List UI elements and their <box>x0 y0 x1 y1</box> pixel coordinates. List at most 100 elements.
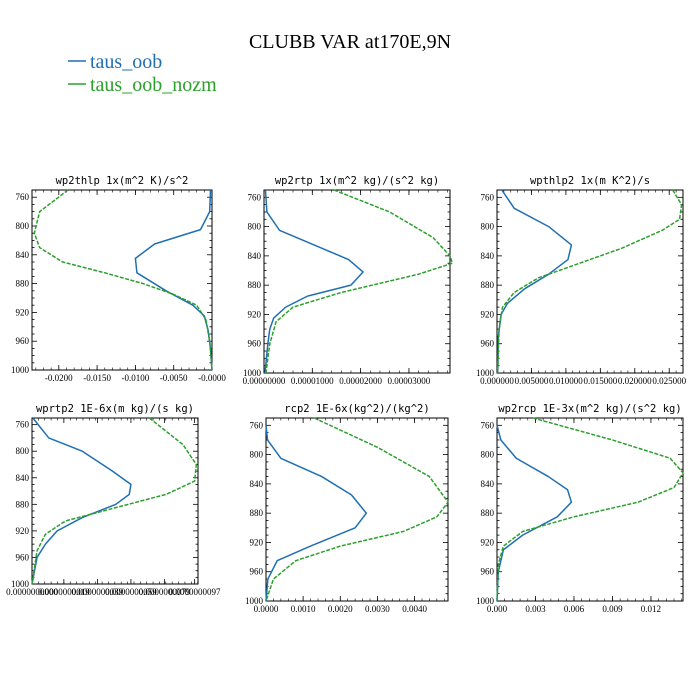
y-tick-label: 1000 <box>11 365 30 375</box>
x-tick-label: 0.020000 <box>618 376 652 386</box>
y-tick-label: 800 <box>481 222 495 232</box>
series-line-taus-oob-nozm <box>265 189 454 374</box>
series-line-taus-oob-nozm <box>33 189 213 371</box>
series-line-taus-oob-nozm <box>265 417 449 602</box>
y-tick-label: 760 <box>16 420 30 430</box>
y-tick-label: 1000 <box>11 579 30 589</box>
x-tick-label: 0.00001000 <box>291 376 334 386</box>
y-tick-label: 800 <box>250 450 264 460</box>
plot-frame <box>263 189 451 374</box>
x-tick-label: -0.0050 <box>160 373 188 383</box>
x-tick-label: 0.0040 <box>402 604 427 614</box>
panel-title: rcp2 1E-6x(kg^2)/(kg^2) <box>284 403 429 415</box>
x-tick-label: -0.0100 <box>122 373 150 383</box>
y-tick-label: 1000 <box>245 596 264 606</box>
y-tick-label: 760 <box>250 420 264 430</box>
y-tick-label: 920 <box>16 526 30 536</box>
y-tick-label: 760 <box>481 420 495 430</box>
x-tick-label: 0.00000000 <box>243 376 286 386</box>
y-tick-label: 800 <box>248 222 262 232</box>
x-tick-label: 0.00002000 <box>339 376 382 386</box>
y-tick-label: 1000 <box>243 368 262 378</box>
y-tick-label: 880 <box>481 280 495 290</box>
x-tick-label: 0.0000000019 <box>38 587 90 597</box>
y-tick-label: 760 <box>481 192 495 202</box>
x-tick-label: 0.0020 <box>328 604 353 614</box>
y-tick-label: 1000 <box>476 596 495 606</box>
y-tick-label: 760 <box>16 192 30 202</box>
x-tick-label: 0.0030 <box>365 604 390 614</box>
x-tick-label: 0.003 <box>525 604 546 614</box>
x-tick-label: 0.006 <box>564 604 585 614</box>
x-tick-label: 0.005000 <box>515 376 549 386</box>
series-line-taus-oob <box>496 189 573 374</box>
y-tick-label: 880 <box>16 499 30 509</box>
y-tick-label: 880 <box>16 279 30 289</box>
panel-1: wp2thlp 1x(m^2 K)/s^2 760 800 840 880 920 960 1… <box>11 175 226 383</box>
x-tick-label: 0.0000000059 <box>105 587 157 597</box>
y-tick-label: 1000 <box>476 368 495 378</box>
x-tick-label: 0.0000000079 <box>139 587 191 597</box>
panel-4: wprtp2 1E-6x(m kg)/(s kg) 760 800 840 880 920… <box>6 403 221 597</box>
y-tick-label: 800 <box>16 446 30 456</box>
x-tick-label: 0.0000000000 <box>6 587 58 597</box>
y-tick-label: 840 <box>481 479 495 489</box>
legend-label-taus-oob: taus_oob <box>90 51 162 73</box>
y-tick-label: 800 <box>481 450 495 460</box>
plot-frame <box>265 417 449 602</box>
x-tick-label: -0.0150 <box>83 373 111 383</box>
legend: taus_oob taus_oob_nozm <box>68 51 217 96</box>
panel-5: rcp2 1E-6x(kg^2)/(kg^2) 760 800 840 880 920 96… <box>245 403 449 614</box>
series-line-taus-oob <box>134 189 213 371</box>
x-tick-label: 0.0000000039 <box>72 587 124 597</box>
plot-frame <box>496 189 684 374</box>
y-tick-label: 840 <box>250 479 264 489</box>
x-tick-label: 0.00003000 <box>388 376 431 386</box>
series-line-taus-oob <box>496 425 573 602</box>
x-tick-label: 0.015000 <box>583 376 617 386</box>
panel-title: wprtp2 1E-6x(m kg)/(s kg) <box>36 403 194 415</box>
plot-frame <box>31 189 213 371</box>
plot-frame <box>31 417 199 585</box>
y-tick-label: 960 <box>16 336 30 346</box>
y-tick-label: 920 <box>248 309 262 319</box>
x-tick-label: 0.025000 <box>652 376 686 386</box>
panel-title: wp2rcp 1E-3x(m^2 kg)/(s^2 kg) <box>498 403 681 415</box>
y-tick-label: 960 <box>481 339 495 349</box>
series-line-taus-oob-nozm <box>496 417 684 602</box>
x-tick-label: 0.009 <box>602 604 623 614</box>
x-tick-label: 0.010000 <box>549 376 583 386</box>
series-line-taus-oob-nozm <box>31 417 198 585</box>
panels: wp2thlp 1x(m^2 K)/s^2 760 800 840 880 920 960 1… <box>6 175 686 614</box>
x-tick-label: 0.000000 <box>480 376 514 386</box>
y-tick-label: 880 <box>248 280 262 290</box>
x-tick-label: 0.000 <box>487 604 508 614</box>
figure-title: CLUBB VAR at170E,9N <box>249 31 451 53</box>
y-tick-label: 840 <box>481 251 495 261</box>
plot-frame <box>496 417 684 602</box>
y-tick-label: 840 <box>16 473 30 483</box>
y-tick-label: 840 <box>248 251 262 261</box>
y-tick-label: 800 <box>16 221 30 231</box>
y-tick-label: 920 <box>481 309 495 319</box>
y-tick-label: 920 <box>481 537 495 547</box>
panel-2: wp2rtp 1x(m^2 kg)/(s^2 kg) 760 800 840 880 92… <box>243 175 454 386</box>
y-tick-label: 960 <box>16 552 30 562</box>
legend-label-taus-oob-nozm: taus_oob_nozm <box>90 74 217 96</box>
series-line-taus-oob <box>264 189 364 374</box>
y-tick-label: 960 <box>250 567 264 577</box>
series-line-taus-oob <box>31 417 132 585</box>
y-tick-label: 960 <box>481 567 495 577</box>
panel-title: wp2thlp 1x(m^2 K)/s^2 <box>56 175 189 187</box>
y-tick-label: 880 <box>481 508 495 518</box>
y-tick-label: 880 <box>250 508 264 518</box>
x-tick-label: 0.012 <box>641 604 661 614</box>
panel-title: wpthlp2 1x(m K^2)/s <box>530 175 650 187</box>
y-tick-label: 760 <box>248 192 262 202</box>
panel-title: wp2rtp 1x(m^2 kg)/(s^2 kg) <box>275 175 439 187</box>
series-line-taus-oob-nozm <box>496 189 683 374</box>
panel-3: wpthlp2 1x(m K^2)/s 760 800 840 880 920 960 100… <box>476 175 687 386</box>
x-tick-label: -0.0200 <box>45 373 73 383</box>
x-tick-label: -0.0000 <box>198 373 226 383</box>
